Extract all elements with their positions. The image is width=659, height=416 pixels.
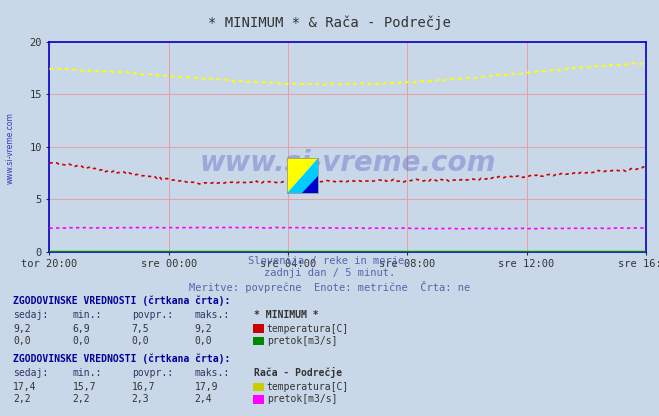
Text: sedaj:: sedaj: [13,369,48,379]
Text: povpr.:: povpr.: [132,369,173,379]
Text: min.:: min.: [72,369,102,379]
Text: www.si-vreme.com: www.si-vreme.com [5,112,14,183]
Text: pretok[m3/s]: pretok[m3/s] [267,394,337,404]
Polygon shape [302,176,318,193]
Text: 15,7: 15,7 [72,382,96,392]
Text: 17,9: 17,9 [194,382,218,392]
Text: 9,2: 9,2 [194,324,212,334]
Text: 2,3: 2,3 [132,394,150,404]
Text: * MINIMUM * & Rača - Podrečje: * MINIMUM * & Rača - Podrečje [208,16,451,30]
Polygon shape [287,158,318,193]
Text: 17,4: 17,4 [13,382,37,392]
Text: min.:: min.: [72,310,102,320]
Text: ZGODOVINSKE VREDNOSTI (črtkana črta):: ZGODOVINSKE VREDNOSTI (črtkana črta): [13,295,231,306]
Text: Rača - Podrečje: Rača - Podrečje [254,367,342,379]
Text: temperatura[C]: temperatura[C] [267,382,349,392]
Text: 2,2: 2,2 [13,394,31,404]
Text: 2,2: 2,2 [72,394,90,404]
Text: 16,7: 16,7 [132,382,156,392]
Text: 9,2: 9,2 [13,324,31,334]
Text: 6,9: 6,9 [72,324,90,334]
Text: Meritve: povprečne  Enote: metrične  Črta: ne: Meritve: povprečne Enote: metrične Črta:… [189,281,470,293]
Text: www.si-vreme.com: www.si-vreme.com [200,149,496,178]
Text: maks.:: maks.: [194,310,229,320]
Text: 7,5: 7,5 [132,324,150,334]
Text: pretok[m3/s]: pretok[m3/s] [267,336,337,346]
Text: 0,0: 0,0 [132,336,150,346]
Polygon shape [287,158,318,193]
Text: 0,0: 0,0 [13,336,31,346]
Text: Slovenija / reke in morje.: Slovenija / reke in morje. [248,256,411,266]
Text: maks.:: maks.: [194,369,229,379]
Text: sedaj:: sedaj: [13,310,48,320]
Text: ZGODOVINSKE VREDNOSTI (črtkana črta):: ZGODOVINSKE VREDNOSTI (črtkana črta): [13,354,231,364]
Text: 2,4: 2,4 [194,394,212,404]
Text: * MINIMUM *: * MINIMUM * [254,310,318,320]
Text: zadnji dan / 5 minut.: zadnji dan / 5 minut. [264,268,395,278]
Text: 0,0: 0,0 [194,336,212,346]
Text: povpr.:: povpr.: [132,310,173,320]
Text: temperatura[C]: temperatura[C] [267,324,349,334]
Text: 0,0: 0,0 [72,336,90,346]
